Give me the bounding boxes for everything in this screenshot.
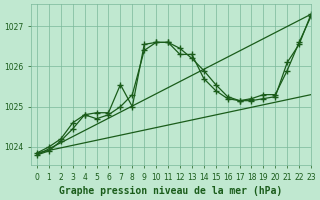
- X-axis label: Graphe pression niveau de la mer (hPa): Graphe pression niveau de la mer (hPa): [60, 186, 283, 196]
